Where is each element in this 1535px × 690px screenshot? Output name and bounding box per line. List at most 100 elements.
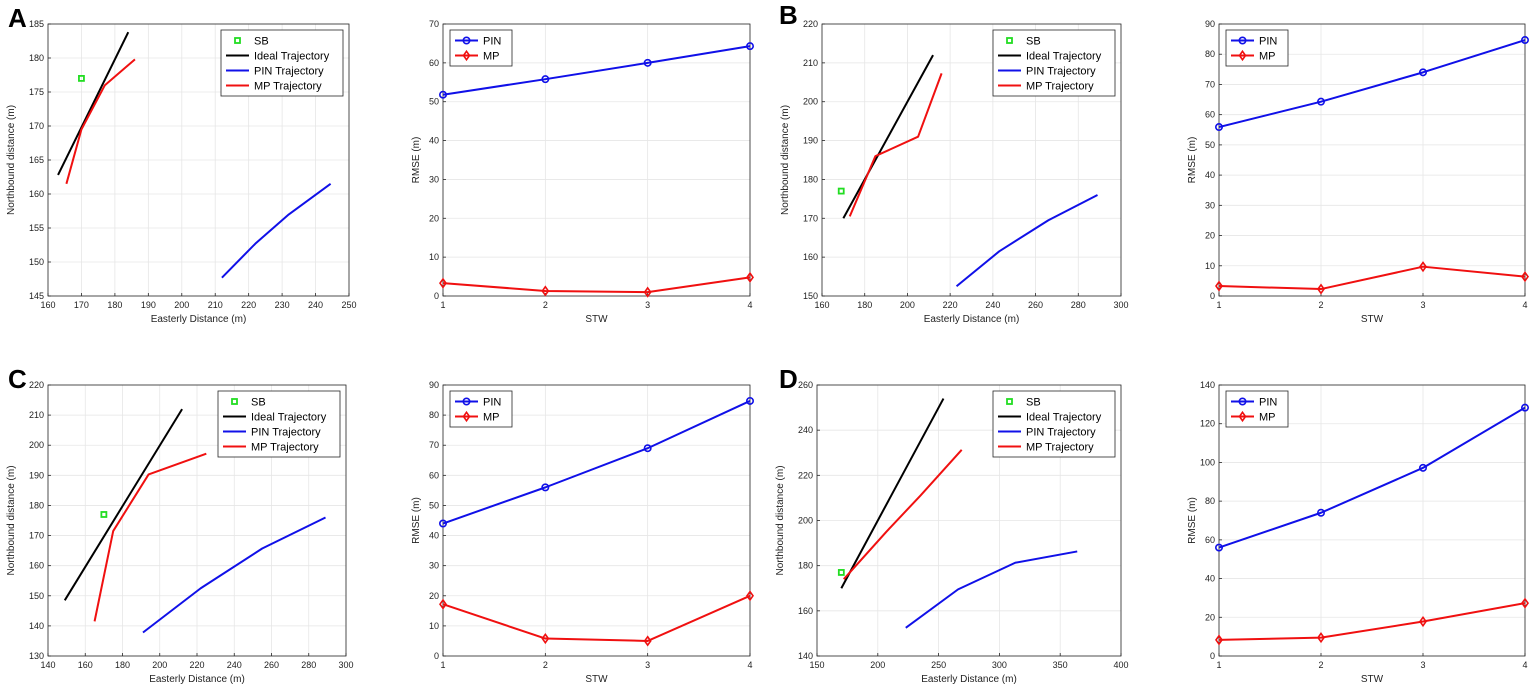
- y-tick-label: 185: [29, 19, 44, 29]
- data-point-pin: [1215, 543, 1224, 552]
- legend-swatch-sb: [1006, 37, 1013, 44]
- y-tick-label: 0: [434, 651, 439, 661]
- x-tick-label: 210: [208, 300, 223, 310]
- y-tick-label: 60: [1205, 535, 1215, 545]
- series-line-mp-trajectory: [848, 73, 943, 217]
- y-tick-label: 30: [429, 174, 439, 184]
- series-line-pin-trajectory: [955, 194, 1098, 288]
- x-axis-label: Easterly Distance (m): [921, 674, 1017, 685]
- y-tick-label: 140: [29, 621, 44, 631]
- data-point-pin: [1419, 463, 1428, 472]
- data-point-mp: [746, 271, 754, 283]
- legend: PIN MP: [1225, 390, 1289, 428]
- data-point-mp: [1419, 615, 1427, 628]
- x-tick-label: 240: [985, 300, 1000, 310]
- legend-label-pin-trajectory: PIN Trajectory: [251, 427, 321, 439]
- legend-label-mp-trajectory: MP Trajectory: [254, 81, 322, 93]
- chart-C-traj: 140 160 180 200 220 240 260 280 3001301401501601…: [6, 380, 354, 685]
- data-point-pin: [1215, 123, 1224, 132]
- y-tick-label: 150: [29, 591, 44, 601]
- x-tick-label: 4: [1522, 300, 1527, 310]
- panel-label-c: C: [8, 364, 27, 394]
- y-tick-label: 40: [1205, 574, 1215, 584]
- y-tick-label: 0: [434, 291, 439, 301]
- y-tick-label: 10: [1205, 261, 1215, 271]
- x-tick-label: 200: [900, 300, 915, 310]
- y-tick-label: 100: [1200, 457, 1215, 467]
- y-tick-label: 20: [429, 591, 439, 601]
- series-line-mp: [442, 594, 751, 642]
- x-tick-label: 240: [308, 300, 323, 310]
- legend-label-ideal-trajectory: Ideal Trajectory: [1026, 412, 1102, 424]
- y-tick-label: 175: [29, 87, 44, 97]
- data-point-pin: [541, 75, 550, 84]
- y-tick-label: 60: [429, 58, 439, 68]
- x-axis-label: STW: [585, 314, 608, 325]
- data-point-mp: [439, 277, 447, 289]
- y-tick-label: 20: [1205, 612, 1215, 622]
- y-tick-label: 240: [798, 425, 813, 435]
- x-tick-label: 240: [227, 660, 242, 670]
- series-line-mp: [1218, 265, 1526, 291]
- y-tick-label: 50: [1205, 140, 1215, 150]
- legend-label-mp-trajectory: MP Trajectory: [251, 442, 319, 454]
- panel-label-a: A: [8, 3, 27, 33]
- y-tick-label: 200: [803, 97, 818, 107]
- legend-label-mp-trajectory: MP Trajectory: [1026, 442, 1094, 454]
- series-line-pin: [442, 45, 751, 96]
- y-tick-label: 70: [429, 440, 439, 450]
- legend: PIN MP: [1225, 29, 1289, 67]
- y-tick-label: 140: [1200, 380, 1215, 390]
- legend-marker-mp: [1238, 49, 1247, 62]
- y-tick-label: 220: [798, 470, 813, 480]
- chart-A-traj: 160 170 180 190 200 210 220 230 240 250 145 150 155 1…: [6, 19, 357, 325]
- legend: SB Ideal Trajectory PIN Trajectory MP Traje…: [217, 390, 341, 458]
- y-tick-label: 190: [803, 136, 818, 146]
- x-tick-label: 3: [645, 300, 650, 310]
- x-tick-label: 150: [809, 660, 824, 670]
- series-line-pin: [1218, 406, 1526, 549]
- legend-label-pin: PIN: [483, 397, 501, 409]
- y-tick-label: 30: [1205, 200, 1215, 210]
- x-tick-label: 2: [1318, 660, 1323, 670]
- legend-label-mp: MP: [483, 412, 500, 424]
- series-line-ideal-trajectory: [57, 31, 130, 176]
- y-tick-label: 50: [429, 500, 439, 510]
- y-tick-label: 70: [1205, 79, 1215, 89]
- legend-marker-mp: [462, 410, 471, 423]
- y-tick-label: 170: [803, 213, 818, 223]
- legend-box: [1225, 390, 1289, 428]
- y-tick-label: 180: [29, 500, 44, 510]
- legend-box: [449, 29, 513, 67]
- series-line-pin-trajectory: [142, 516, 326, 634]
- x-tick-label: 4: [1522, 660, 1527, 670]
- data-point-mp: [541, 632, 550, 645]
- sb-marker: [78, 75, 85, 82]
- y-axis-label: Northbound distance (m): [775, 465, 786, 575]
- x-tick-label: 160: [814, 300, 829, 310]
- series-line-mp-trajectory: [843, 449, 963, 580]
- data-point-pin: [1317, 97, 1326, 106]
- legend-label-mp: MP: [1259, 51, 1276, 63]
- y-tick-label: 120: [1200, 419, 1215, 429]
- y-tick-label: 160: [803, 252, 818, 262]
- legend: PIN MP: [449, 29, 513, 67]
- legend-box: [1225, 29, 1289, 67]
- x-tick-label: 220: [189, 660, 204, 670]
- data-point-pin: [1317, 508, 1326, 517]
- y-tick-label: 210: [29, 410, 44, 420]
- axes-box: [1218, 384, 1526, 657]
- y-tick-label: 210: [803, 58, 818, 68]
- x-tick-label: 280: [1071, 300, 1086, 310]
- y-tick-label: 20: [429, 213, 439, 223]
- y-tick-label: 145: [29, 291, 44, 301]
- x-tick-label: 3: [645, 660, 650, 670]
- y-tick-label: 160: [798, 606, 813, 616]
- x-axis-label: STW: [1361, 314, 1384, 325]
- sb-marker: [837, 187, 845, 195]
- x-tick-label: 1: [440, 660, 445, 670]
- x-tick-label: 300: [1113, 300, 1128, 310]
- y-tick-label: 140: [798, 651, 813, 661]
